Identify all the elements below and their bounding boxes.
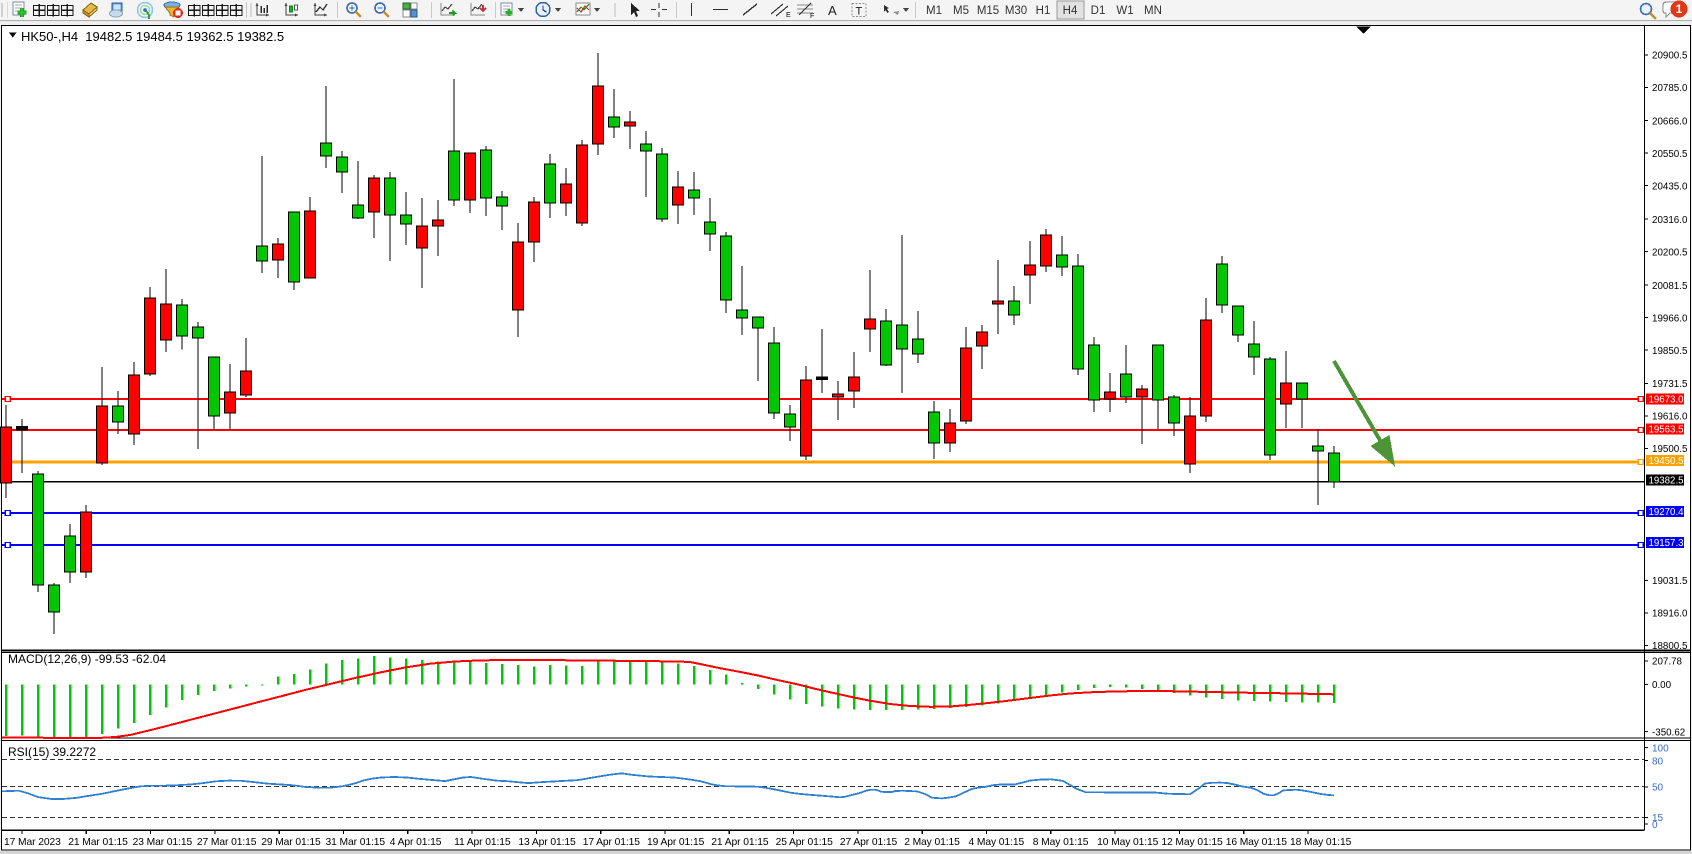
svg-text:F: F [810,13,814,20]
svg-text:19500.5: 19500.5 [1652,444,1688,455]
svg-text:20666.0: 20666.0 [1652,116,1688,127]
svg-text:17 Apr 01:15: 17 Apr 01:15 [583,837,641,848]
svg-text:2 May 01:15: 2 May 01:15 [904,837,960,848]
svg-text:4 Apr 01:15: 4 Apr 01:15 [390,837,442,848]
svg-text:19731.5: 19731.5 [1652,379,1688,390]
svg-text:A: A [828,3,837,18]
svg-text:207.78: 207.78 [1652,657,1683,668]
svg-text:31 Mar 01:15: 31 Mar 01:15 [326,837,386,848]
svg-text:HK50-,H4 19482.5 19484.5 1936: HK50-,H4 19482.5 19484.5 19362.5 19382.5 [21,29,284,44]
svg-text:11 Apr 01:15: 11 Apr 01:15 [454,837,511,848]
svg-text:0.00: 0.00 [1652,680,1672,691]
svg-text:27 Apr 01:15: 27 Apr 01:15 [840,837,898,848]
svg-text:D1: D1 [1091,5,1106,17]
svg-text:MACD(12,26,9) -99.53 -62.04: MACD(12,26,9) -99.53 -62.04 [8,652,166,666]
svg-text:13 Apr 01:15: 13 Apr 01:15 [518,837,576,848]
svg-text:1: 1 [1676,2,1683,16]
svg-text:20316.0: 20316.0 [1652,215,1688,226]
svg-text:20900.5: 20900.5 [1652,51,1688,62]
svg-text:25 Apr 01:15: 25 Apr 01:15 [776,837,834,848]
svg-text:E: E [786,12,791,19]
svg-text:21 Apr 01:15: 21 Apr 01:15 [711,837,769,848]
svg-text:19850.5: 19850.5 [1652,346,1688,357]
svg-text:29 Mar 01:15: 29 Mar 01:15 [261,837,321,848]
svg-text:H1: H1 [1036,5,1051,17]
svg-text:23 Mar 01:15: 23 Mar 01:15 [133,837,193,848]
svg-text:100: 100 [1652,743,1669,754]
svg-text:20785.0: 20785.0 [1652,83,1688,94]
svg-text:19270.4: 19270.4 [1649,507,1685,518]
svg-text:T: T [856,6,863,18]
svg-text:19616.0: 19616.0 [1652,412,1688,423]
svg-text:19450.5: 19450.5 [1649,456,1684,467]
svg-text:19 Apr 01:15: 19 Apr 01:15 [647,837,705,848]
svg-text:W1: W1 [1116,5,1133,17]
svg-text:27 Mar 01:15: 27 Mar 01:15 [197,837,257,848]
svg-text:20550.5: 20550.5 [1652,149,1688,160]
svg-text:M30: M30 [1005,5,1027,17]
svg-text:19966.0: 19966.0 [1652,313,1688,324]
svg-text:MN: MN [1144,5,1162,17]
svg-text:H4: H4 [1063,5,1078,17]
svg-text:19031.5: 19031.5 [1652,576,1688,587]
svg-text:19563.5: 19563.5 [1649,425,1684,436]
svg-text:M5: M5 [953,5,969,17]
svg-text:20435.0: 20435.0 [1652,181,1688,192]
svg-text:18 May 01:15: 18 May 01:15 [1290,837,1352,848]
svg-text:19382.5: 19382.5 [1649,476,1684,487]
svg-text:15: 15 [1652,813,1664,824]
svg-text:8 May 01:15: 8 May 01:15 [1033,837,1089,848]
svg-text:M1: M1 [926,5,942,17]
svg-text:M15: M15 [977,5,999,17]
svg-text:RSI(15) 39.2272: RSI(15) 39.2272 [8,745,96,759]
svg-text:19157.3: 19157.3 [1649,538,1684,549]
svg-text:18916.0: 18916.0 [1652,609,1688,620]
svg-text:17 Mar 2023: 17 Mar 2023 [4,837,61,848]
svg-text:19673.0: 19673.0 [1649,395,1685,406]
svg-text:20081.5: 20081.5 [1652,281,1688,292]
svg-text:0: 0 [1652,820,1658,831]
svg-text:18800.5: 18800.5 [1652,641,1688,652]
svg-text:50: 50 [1652,783,1664,794]
svg-text:20200.5: 20200.5 [1652,247,1688,258]
svg-text:16 May 01:15: 16 May 01:15 [1226,837,1288,848]
svg-text:4 May 01:15: 4 May 01:15 [969,837,1025,848]
svg-text:12 May 01:15: 12 May 01:15 [1161,837,1223,848]
svg-text:80: 80 [1652,756,1664,767]
svg-text:10 May 01:15: 10 May 01:15 [1097,837,1159,848]
svg-text:21 Mar 01:15: 21 Mar 01:15 [68,837,128,848]
svg-text:-350.62: -350.62 [1652,727,1685,738]
